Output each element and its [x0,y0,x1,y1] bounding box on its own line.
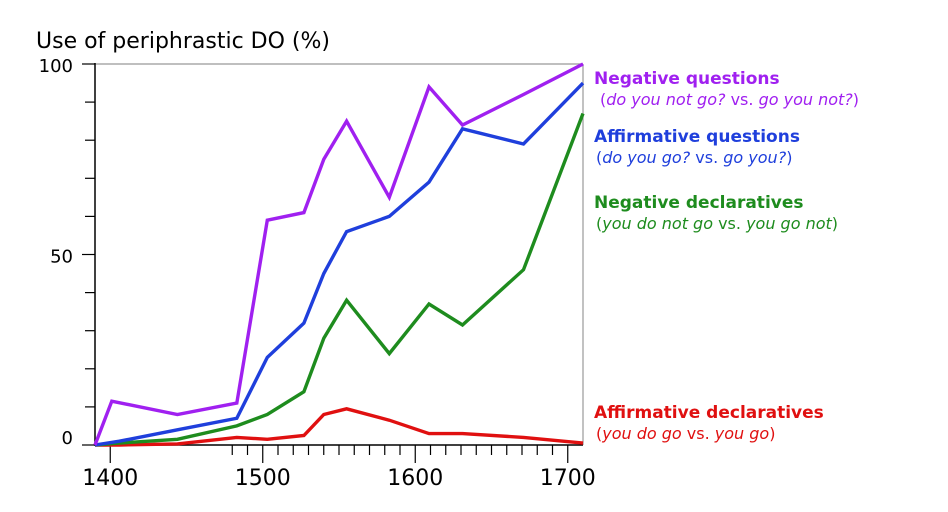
x-tick-label: 1700 [540,466,596,491]
legend-series-name: Affirmative declaratives [594,403,824,423]
y-tick-label: 100 [39,56,73,77]
chart-series-lines [93,62,585,447]
series-line-negative-questions [93,62,584,446]
legend-series-example: (you do not go vs. you go not) [596,214,838,233]
legend-series-name: Negative declaratives [594,193,804,213]
legend-entry: Negative questions(do you not go? vs. go… [594,69,859,109]
legend-entry: Affirmative declaratives(you do go vs. y… [594,403,824,443]
x-tick-label: 1500 [235,466,291,491]
series-line-negative-declaratives [94,112,585,447]
series-line-affirmative-declaratives [95,407,584,447]
legend-series-name: Negative questions [594,69,780,89]
legend-series-example: (do you not go? vs. go you not?) [600,90,859,109]
chart-title: Use of periphrastic DO (%) [36,29,330,54]
legend-series-example: (you do go vs. you go) [596,424,775,443]
x-tick-label: 1400 [82,466,138,491]
legend-entry: Affirmative questions(do you go? vs. go … [594,127,800,167]
legend-series-name: Affirmative questions [594,127,800,147]
y-tick-label: 50 [50,247,73,268]
x-tick-label: 1600 [387,466,443,491]
series-line-affirmative-questions [94,81,585,447]
legend-entry: Negative declaratives(you do not go vs. … [594,193,838,233]
chart-legend: Negative questions(do you not go? vs. go… [594,69,859,443]
y-tick-label: 0 [62,428,73,449]
legend-series-example: (do you go? vs. go you?) [596,148,792,167]
chart-axes: 0 50 100 1400 1500 1600 1700 [39,56,596,491]
